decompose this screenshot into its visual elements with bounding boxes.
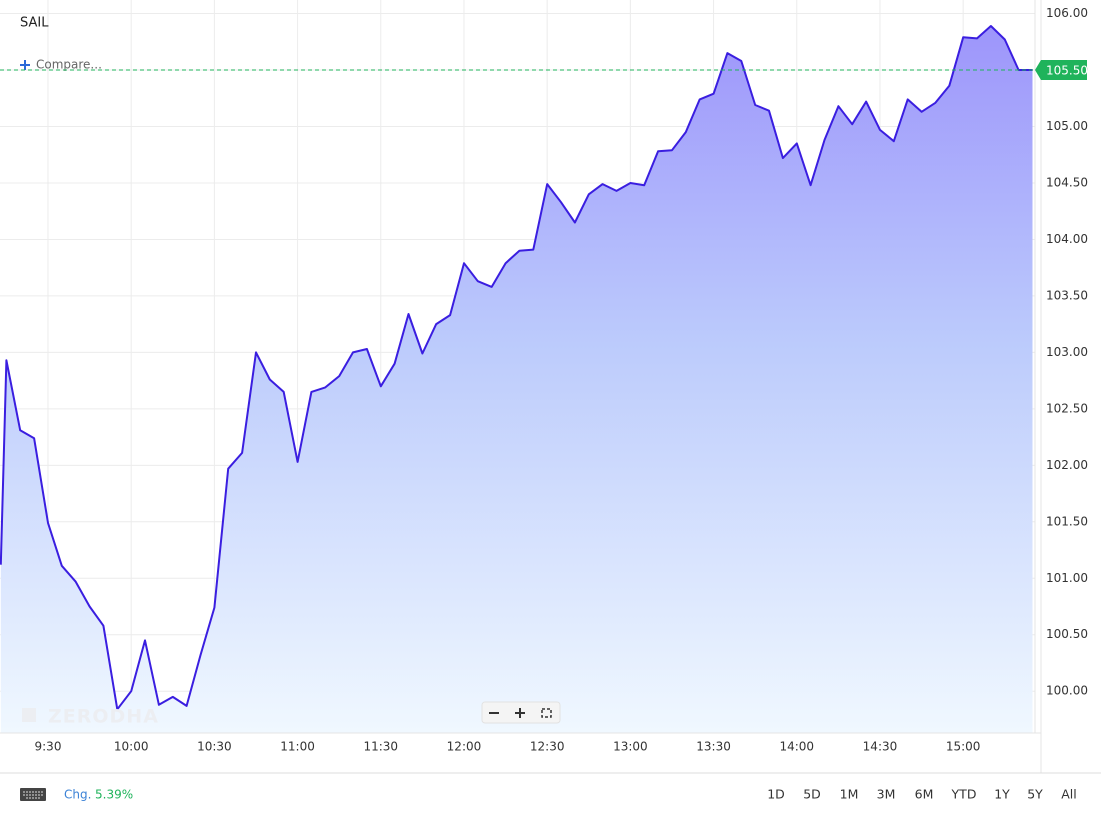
x-tick-label: 11:00 <box>280 740 315 754</box>
y-tick-label: 106.00 <box>1046 6 1088 20</box>
x-tick-label: 11:30 <box>363 740 398 754</box>
line <box>0 25 1033 711</box>
fullscreen[interactable] <box>541 708 552 718</box>
x-tick-label: 10:00 <box>114 740 149 754</box>
x-tick-label: 10:30 <box>197 740 232 754</box>
x-tick-label: 12:00 <box>447 740 482 754</box>
x-tick-label: 12:30 <box>530 740 565 754</box>
price-tag <box>1035 60 1087 81</box>
y-tick-label: 104.50 <box>1046 175 1088 189</box>
y-tick-label: 104.00 <box>1046 232 1088 246</box>
area <box>0 26 1033 733</box>
x-tick-label: 13:30 <box>696 740 731 754</box>
price-tag-label: 105.50 <box>1046 64 1088 78</box>
change-label: Chg. <box>64 788 91 802</box>
symbol: SAIL <box>20 16 49 31</box>
compare-label[interactable]: Compare... <box>36 58 102 72</box>
x-tick-label: 14:30 <box>863 740 898 754</box>
range-button[interactable]: 1D <box>767 787 785 802</box>
x-tick-label: 14:00 <box>779 740 814 754</box>
watermark: ZERODHA <box>48 706 159 728</box>
keyboard-icon[interactable] <box>20 788 46 801</box>
x-tick-label: 15:00 <box>946 740 981 754</box>
range-button[interactable]: 1M <box>840 787 859 802</box>
y-tick-label: 101.00 <box>1046 571 1088 585</box>
change-value: 5.39% <box>95 788 133 802</box>
watermark-logo <box>22 708 36 722</box>
x-tick-label: 13:00 <box>613 740 648 754</box>
y-tick-label: 102.00 <box>1046 458 1088 472</box>
compare-button[interactable]: Compare... <box>20 58 102 72</box>
y-tick-label: 105.00 <box>1046 119 1088 133</box>
y-tick-label: 102.50 <box>1046 401 1088 415</box>
zoom-controls <box>481 701 561 724</box>
y-tick-label: 101.50 <box>1046 514 1088 528</box>
range-button[interactable]: 1Y <box>994 787 1010 802</box>
range-button[interactable]: 3M <box>877 787 896 802</box>
plot <box>0 25 1033 733</box>
range-button[interactable]: 6M <box>915 787 934 802</box>
y-tick-label: 100.50 <box>1046 627 1088 641</box>
range-selector: 1D 5D 1M 3M 6M YTD 1Y 5Y All <box>767 787 1077 802</box>
y-tick-label: 103.50 <box>1046 288 1088 302</box>
range-button[interactable]: 5Y <box>1027 787 1043 802</box>
y-tick-label: 103.00 <box>1046 345 1088 359</box>
range-button[interactable]: YTD <box>951 787 977 802</box>
range-button[interactable]: 5D <box>803 787 821 802</box>
range-button[interactable]: All <box>1061 787 1077 802</box>
y-tick-label: 100.00 <box>1046 684 1088 698</box>
x-tick-label: 9:30 <box>35 740 62 754</box>
zoom-in[interactable] <box>515 708 525 718</box>
